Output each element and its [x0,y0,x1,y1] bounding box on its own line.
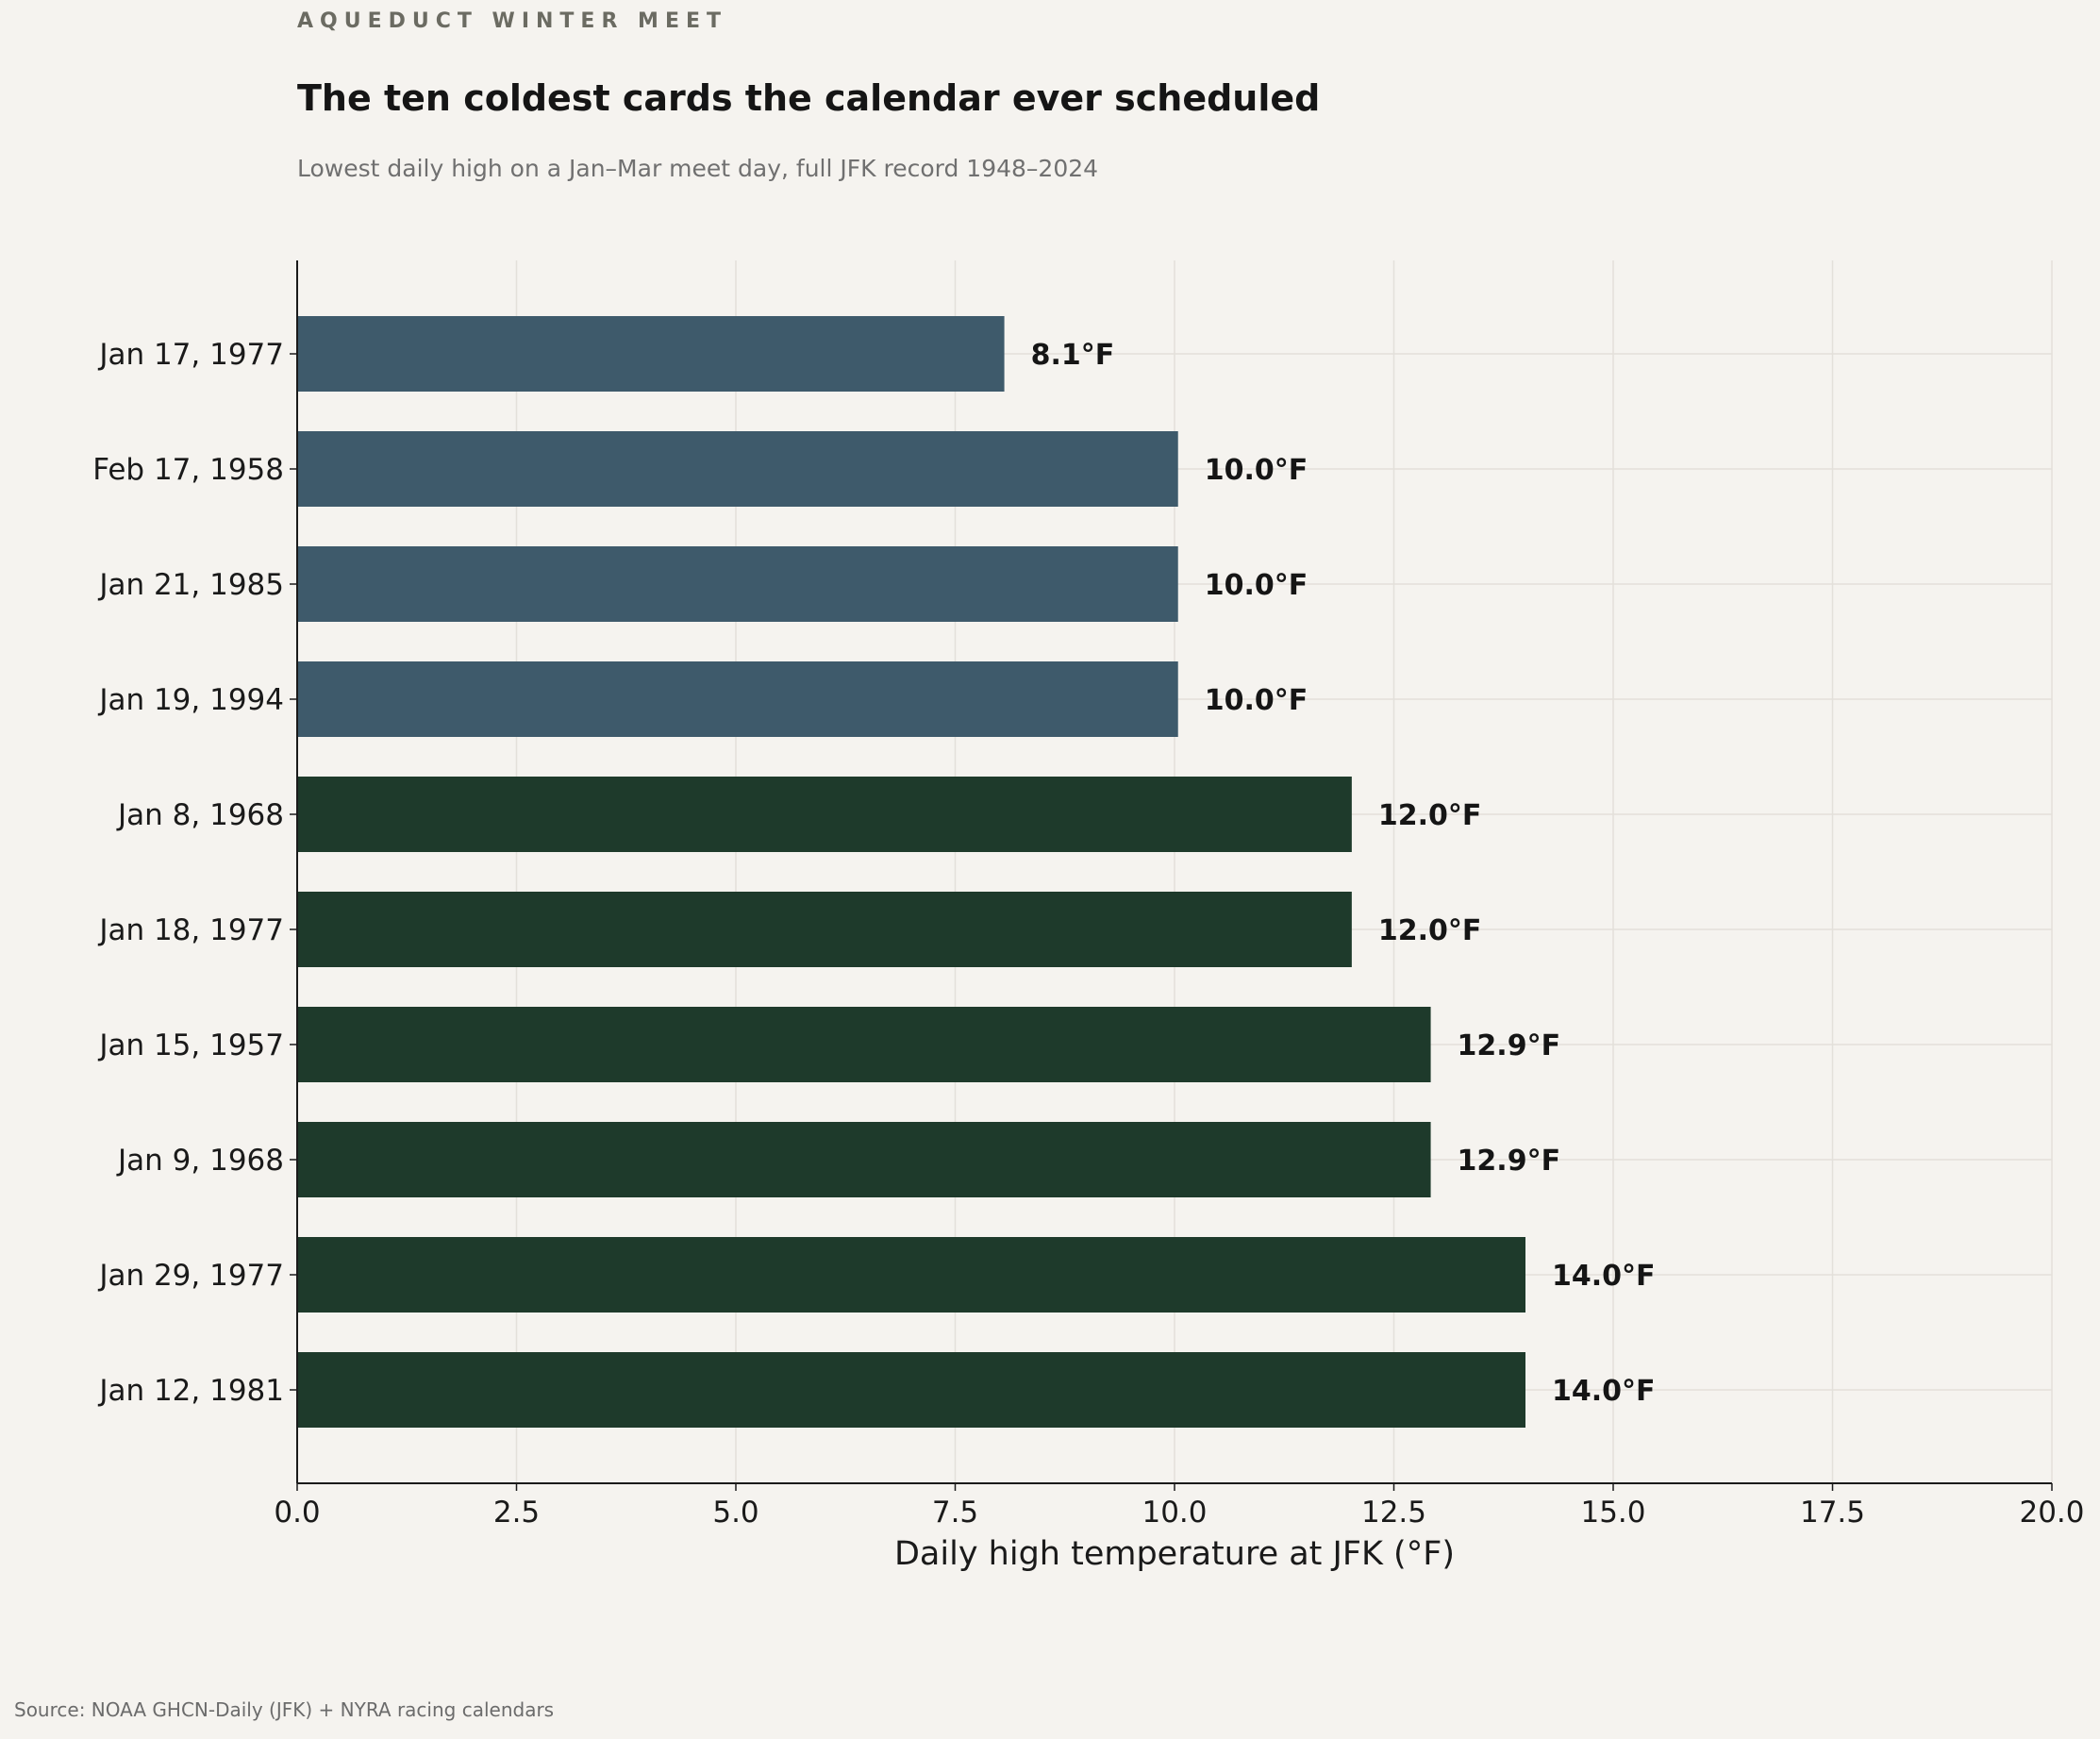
chart-kicker: AQUEDUCT WINTER MEET [297,9,728,33]
x-tick-label: 2.5 [493,1496,540,1530]
value-label: 8.1°F [1031,339,1115,372]
source-note: Source: NOAA GHCN-Daily (JFK) + NYRA rac… [14,1698,555,1721]
value-label: 10.0°F [1205,569,1308,602]
chart-subtitle: Lowest daily high on a Jan–Mar meet day,… [297,155,1099,182]
value-label: 14.0°F [1552,1375,1656,1408]
value-label: 12.9°F [1458,1029,1561,1062]
x-tick-label: 10.0 [1142,1496,1207,1530]
bar [297,431,1178,507]
bar [297,1352,1525,1428]
y-tick-label: Jan 8, 1968 [116,798,284,832]
x-tick-label: 12.5 [1361,1496,1426,1530]
bar [297,777,1352,852]
y-tick-label: Jan 15, 1957 [97,1028,284,1062]
value-label: 12.0°F [1378,799,1482,832]
y-tick-label: Jan 18, 1977 [97,913,284,947]
x-tick-label: 17.5 [1800,1496,1865,1530]
y-tick-label: Jan 21, 1985 [97,568,284,602]
value-label: 10.0°F [1205,454,1308,487]
y-tick-label: Jan 17, 1977 [97,338,284,372]
x-tick-label: 5.0 [712,1496,758,1530]
y-tick-label: Jan 29, 1977 [97,1259,284,1293]
y-tick-label: Jan 12, 1981 [97,1374,284,1408]
y-tick-label: Feb 17, 1958 [92,453,284,487]
value-label: 12.9°F [1458,1145,1561,1178]
y-tick-label: Jan 9, 1968 [116,1144,284,1178]
value-label: 14.0°F [1552,1260,1656,1293]
bar [297,316,1005,392]
bar [297,1237,1525,1313]
y-tick-label: Jan 19, 1994 [97,683,284,717]
x-tick-label: 15.0 [1580,1496,1645,1530]
chart-title: The ten coldest cards the calendar ever … [297,77,1321,119]
value-label: 12.0°F [1378,914,1482,947]
bar [297,661,1178,737]
bar [297,546,1178,622]
bar [297,892,1352,967]
x-tick-label: 7.5 [932,1496,978,1530]
x-tick-label: 0.0 [274,1496,320,1530]
bar [297,1007,1431,1082]
x-tick-label: 20.0 [2019,1496,2084,1530]
bar [297,1122,1431,1197]
value-label: 10.0°F [1205,684,1308,717]
x-axis-title: Daily high temperature at JFK (°F) [894,1535,1455,1573]
